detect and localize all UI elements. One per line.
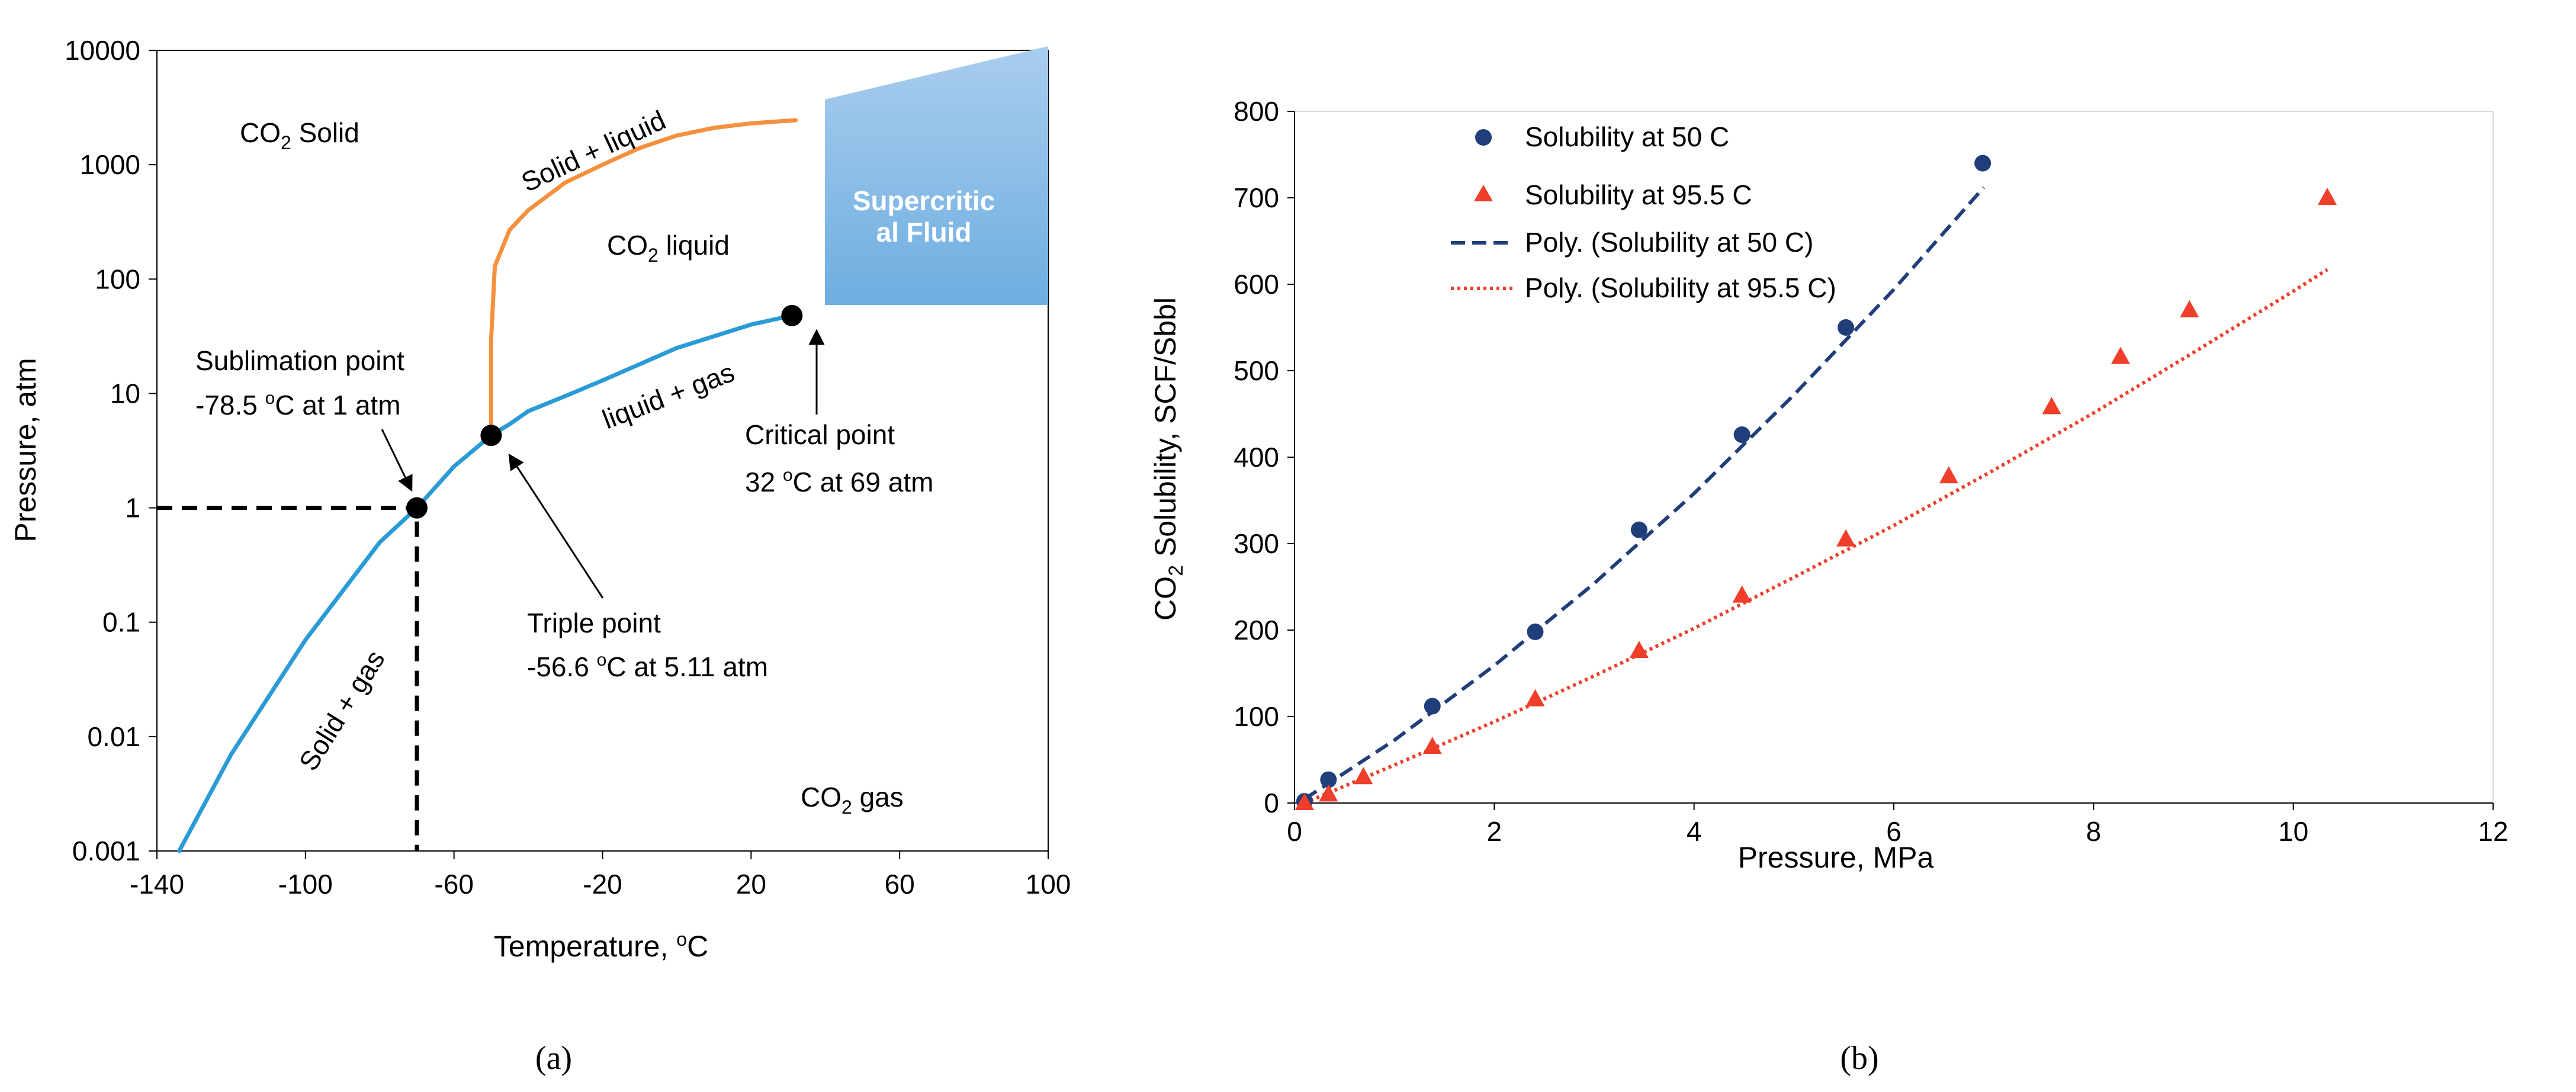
panel-a-ytick-label: 1000 — [80, 149, 140, 180]
panel-b-point-50c — [1320, 771, 1337, 788]
supercritical-label-2: al Fluid — [876, 217, 972, 248]
panel-b-point-95c — [2318, 188, 2337, 205]
panel-b-ticks: 0 2 4 6 8 10 12 0 100 200 300 400 500 600 700 800 — [1234, 96, 2508, 847]
curve-label-solid-gas: Solid + gas — [293, 645, 390, 776]
panel-b-ytick-label: 0 — [1264, 788, 1279, 818]
panel-a-ytick-label: 1 — [125, 493, 140, 523]
panel-b-plot-frame — [1294, 111, 2494, 804]
panel-b-point-95c — [1319, 784, 1338, 802]
panel-b-ylabel: CO2 Solubility, SCF/Sbbl — [1149, 297, 1187, 621]
panel-b-point-95c — [1422, 737, 1442, 754]
panel-b-point-95c — [2042, 397, 2061, 415]
panel-b-point-95c — [1836, 529, 1856, 547]
panel-b-point-95c — [1525, 689, 1545, 706]
panel-a-ytick-label: 10 — [110, 378, 140, 409]
panel-b-caption: (b) — [1840, 1040, 1878, 1077]
panel-b-legend: Solubility at 50 C Solubility at 95.5 C … — [1451, 121, 1836, 303]
panel-b-point-50c — [1630, 521, 1647, 538]
region-liquid-label: CO2 liquid — [607, 230, 730, 266]
panel-b-point-50c — [1733, 426, 1750, 444]
panel-a-point — [781, 304, 803, 326]
panel-b: 0 2 4 6 8 10 12 0 100 200 300 400 500 600 700 800 Solub… — [1149, 96, 2508, 1077]
panel-a-xtick-label: 100 — [1026, 869, 1071, 900]
panel-a-series-line — [489, 118, 798, 429]
legend-label-poly-50c: Poly. (Solubility at 50 C) — [1525, 227, 1813, 258]
panel-b-trendlines — [1303, 186, 2328, 805]
panel-a-series-line — [177, 313, 794, 853]
panel-a-ytick-label: 100 — [95, 264, 140, 294]
panel-b-xlabel: Pressure, MPa — [1738, 841, 1934, 874]
panel-a-ytick-label: 0.01 — [87, 721, 140, 752]
panel-b-point-95c — [2180, 300, 2199, 317]
critical-label-line1: Critical point — [745, 419, 895, 450]
panel-b-xtick-label: 4 — [1687, 816, 1702, 847]
legend-marker-95c — [1474, 185, 1493, 201]
panel-a-ytick-label: 0.1 — [102, 607, 140, 638]
sublimation-arrow — [381, 429, 413, 492]
panel-b-point-95c — [1732, 585, 1752, 603]
panel-b-xtick-label: 10 — [2278, 816, 2308, 847]
panel-b-ytick-label: 400 — [1234, 442, 1279, 473]
panel-a-xlabel: Temperature, oC — [494, 929, 708, 963]
triple-arrow — [508, 453, 604, 599]
curve-label-liquid-gas: liquid + gas — [598, 356, 738, 435]
panel-b-point-50c — [1974, 155, 1992, 172]
panel-a: Supercritic al Fluid -140 -100 -60 -20 20 60 1… — [9, 35, 1071, 1077]
sublimation-label-line1: Sublimation point — [195, 345, 404, 376]
panel-a-xtick-label: 20 — [736, 869, 766, 900]
panel-a-xtick-label: -20 — [583, 869, 622, 900]
panel-a-xtick-label: 60 — [885, 869, 915, 900]
legend-marker-50c — [1475, 129, 1492, 146]
panel-b-ytick-label: 300 — [1234, 528, 1279, 559]
legend-label-50c: Solubility at 50 C — [1525, 121, 1729, 152]
panel-b-point-95c — [2111, 346, 2130, 364]
panel-a-ytick-label: 0.001 — [72, 836, 140, 866]
supercritical-region — [825, 46, 1048, 305]
panel-a-xtick-label: -140 — [130, 869, 184, 900]
panel-b-point-50c — [1527, 623, 1544, 640]
sublimation-label-line2: -78.5 oC at 1 atm — [195, 388, 401, 420]
panel-a-point — [480, 425, 502, 447]
panel-b-ytick-label: 700 — [1234, 182, 1279, 213]
region-solid-label: CO2 Solid — [240, 117, 359, 153]
triple-label-line1: Triple point — [527, 608, 661, 638]
panel-b-ytick-label: 200 — [1234, 615, 1279, 645]
panel-b-point-95c — [1629, 641, 1649, 659]
legend-label-95c: Solubility at 95.5 C — [1525, 179, 1752, 210]
supercritical-label-1: Supercritic — [853, 185, 995, 216]
legend-label-poly-95c: Poly. (Solubility at 95.5 C) — [1525, 272, 1836, 303]
panel-b-ytick-label: 100 — [1234, 701, 1279, 732]
panel-a-point — [406, 497, 428, 519]
panel-b-ytick-label: 800 — [1234, 96, 1279, 127]
panel-b-trendline — [1303, 186, 1986, 801]
panel-b-series — [1295, 155, 2337, 810]
panel-b-xtick-label: 6 — [1886, 816, 1902, 847]
panel-b-ytick-label: 500 — [1234, 355, 1279, 386]
panel-a-xtick-label: -60 — [434, 869, 473, 900]
curve-label-solid-liquid: Solid + liquid — [516, 104, 670, 198]
panel-b-xtick-label: 0 — [1287, 816, 1302, 847]
panel-b-point-95c — [1354, 767, 1373, 785]
panel-b-point-50c — [1838, 319, 1855, 336]
panel-a-points — [406, 304, 803, 519]
critical-label-line2: 32 oC at 69 atm — [745, 465, 933, 497]
panel-b-point-95c — [1295, 793, 1314, 810]
panel-a-ticks: -140 -100 -60 -20 20 60 100 0.001 0.01 0.1 1 10 100 1… — [65, 35, 1071, 900]
panel-b-ytick-label: 600 — [1234, 269, 1279, 300]
panel-a-ytick-label: 10000 — [65, 35, 140, 66]
panel-a-caption: (a) — [535, 1040, 572, 1077]
panel-b-xtick-label: 12 — [2478, 816, 2508, 847]
panel-b-xtick-label: 8 — [2086, 816, 2102, 847]
triple-label-line2: -56.6 oC at 5.11 atm — [527, 650, 768, 682]
region-gas-label: CO2 gas — [801, 782, 904, 818]
panel-b-point-95c — [1939, 466, 1958, 484]
panel-a-xtick-label: -100 — [278, 869, 333, 900]
panel-b-point-50c — [1424, 698, 1441, 715]
panel-b-xtick-label: 2 — [1487, 816, 1502, 847]
panel-b-trendline — [1303, 268, 2328, 805]
panel-a-ylabel: Pressure, atm — [9, 358, 42, 542]
